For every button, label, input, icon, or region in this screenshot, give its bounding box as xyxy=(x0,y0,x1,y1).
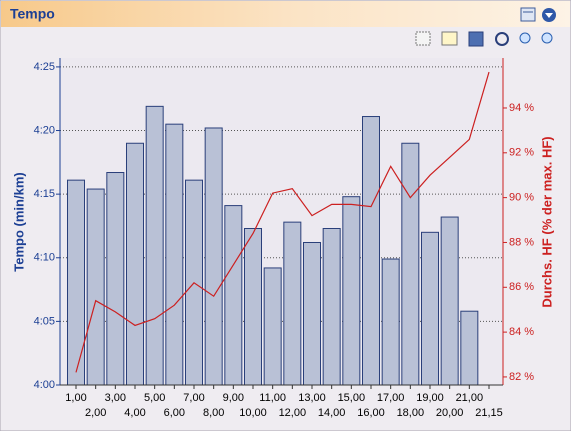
x-tick-label: 19,00 xyxy=(416,392,444,404)
y-axis-label: Tempo (min/km) xyxy=(11,172,26,271)
x-tick-label: 11,00 xyxy=(259,392,286,404)
x-tick-label: 4,00 xyxy=(124,407,145,419)
x-tick-label: 7,00 xyxy=(183,392,204,404)
zoom-in-button[interactable] xyxy=(541,32,553,44)
bar xyxy=(381,258,400,386)
bar xyxy=(362,116,380,386)
bar xyxy=(283,221,302,386)
bar xyxy=(244,227,262,386)
x-tick-label: 9,00 xyxy=(223,392,244,404)
minimize-button[interactable] xyxy=(520,7,536,22)
bar xyxy=(401,142,420,386)
x-tick-label: 13,00 xyxy=(298,392,326,404)
y2-tick-label: 86 % xyxy=(509,281,534,293)
bar xyxy=(303,241,321,386)
y2-tick-label: 94 % xyxy=(509,102,534,114)
zoom-out-button[interactable] xyxy=(519,32,531,44)
fit-button[interactable] xyxy=(495,32,509,46)
save-button[interactable] xyxy=(468,31,484,47)
x-tick-label: 14,00 xyxy=(318,407,346,419)
y-tick-label: 4:25 xyxy=(34,61,55,73)
icon-arrow xyxy=(545,13,553,18)
bar xyxy=(165,123,184,386)
x-tick-label: 21,00 xyxy=(456,392,484,404)
bar xyxy=(460,310,479,386)
bar xyxy=(86,188,105,386)
y2-tick-label: 90 % xyxy=(509,192,534,204)
x-tick-label: 16,00 xyxy=(357,407,385,419)
x-tick-label: 21,15 xyxy=(475,407,503,419)
bar xyxy=(145,105,164,386)
x-tick-label: 2,00 xyxy=(85,407,106,419)
title-bar xyxy=(1,1,570,27)
x-tick-label: 12,00 xyxy=(279,407,307,419)
y-tick-label: 4:20 xyxy=(34,124,55,136)
bar xyxy=(421,231,439,386)
bar xyxy=(67,179,85,386)
x-tick-label: 15,00 xyxy=(338,392,366,404)
bar xyxy=(440,216,459,386)
x-tick-label: 3,00 xyxy=(105,392,126,404)
y2-tick-label: 92 % xyxy=(509,147,534,159)
bar xyxy=(342,196,361,386)
bar xyxy=(204,127,223,386)
x-tick-label: 8,00 xyxy=(203,407,224,419)
chart-button[interactable] xyxy=(441,31,458,46)
toolbar xyxy=(415,31,553,47)
x-tick-label: 18,00 xyxy=(397,407,425,419)
y-tick-label: 4:10 xyxy=(34,252,55,264)
y-tick-label: 4:15 xyxy=(34,188,55,200)
y2-tick-label: 84 % xyxy=(509,326,534,338)
x-tick-label: 17,00 xyxy=(377,392,405,404)
y-tick-label: 4:00 xyxy=(34,379,55,391)
line xyxy=(75,71,490,373)
y2-tick-label: 82 % xyxy=(509,371,534,383)
x-tick-label: 6,00 xyxy=(164,407,185,419)
bar xyxy=(263,267,282,386)
bar xyxy=(126,142,144,386)
x-tick-label: 1,00 xyxy=(65,392,86,404)
bar xyxy=(224,205,243,386)
x-tick-label: 5,00 xyxy=(144,392,165,404)
bar xyxy=(106,172,125,386)
y2-axis-label: Durchs. HF (% der max. HF) xyxy=(539,136,554,307)
y2-tick-label: 88 % xyxy=(509,236,534,248)
bar xyxy=(322,227,341,386)
grid-button[interactable] xyxy=(415,31,431,46)
x-tick-label: 10,00 xyxy=(239,407,267,419)
y-tick-label: 4:05 xyxy=(34,315,55,327)
window-title: Tempo xyxy=(10,6,55,22)
x-tick-label: 20,00 xyxy=(436,407,464,419)
